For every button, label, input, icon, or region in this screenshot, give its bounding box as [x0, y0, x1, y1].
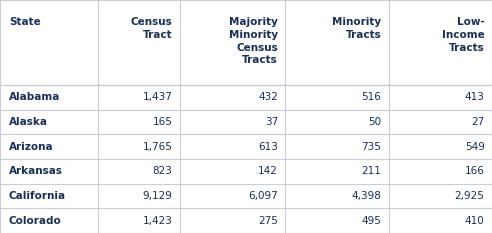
- Bar: [285, 85, 389, 110]
- Bar: [389, 184, 492, 208]
- Bar: [180, 85, 285, 110]
- Text: 37: 37: [265, 117, 278, 127]
- Text: Census
Tract: Census Tract: [130, 17, 172, 40]
- Text: Majority
Minority
Census
Tracts: Majority Minority Census Tracts: [229, 17, 278, 65]
- Text: 495: 495: [362, 216, 381, 226]
- Bar: [285, 159, 389, 184]
- Bar: [0, 110, 98, 134]
- Bar: [0, 0, 98, 85]
- Text: 165: 165: [153, 117, 172, 127]
- Text: Arizona: Arizona: [9, 142, 54, 152]
- Text: 27: 27: [471, 117, 485, 127]
- Bar: [98, 110, 180, 134]
- Bar: [389, 85, 492, 110]
- Bar: [180, 110, 285, 134]
- Text: 823: 823: [153, 166, 172, 176]
- Bar: [389, 159, 492, 184]
- Bar: [98, 184, 180, 208]
- Bar: [0, 159, 98, 184]
- Bar: [180, 208, 285, 233]
- Bar: [98, 0, 180, 85]
- Text: 9,129: 9,129: [142, 191, 172, 201]
- Bar: [285, 110, 389, 134]
- Text: Alabama: Alabama: [9, 92, 60, 102]
- Text: 410: 410: [465, 216, 485, 226]
- Text: 1,765: 1,765: [142, 142, 172, 152]
- Bar: [389, 0, 492, 85]
- Text: 275: 275: [258, 216, 278, 226]
- Text: 2,925: 2,925: [455, 191, 485, 201]
- Text: 142: 142: [258, 166, 278, 176]
- Bar: [98, 85, 180, 110]
- Text: Colorado: Colorado: [9, 216, 62, 226]
- Bar: [389, 134, 492, 159]
- Text: Minority
Tracts: Minority Tracts: [332, 17, 381, 40]
- Text: California: California: [9, 191, 66, 201]
- Bar: [98, 134, 180, 159]
- Text: 50: 50: [368, 117, 381, 127]
- Text: 432: 432: [258, 92, 278, 102]
- Text: 1,423: 1,423: [142, 216, 172, 226]
- Text: 413: 413: [465, 92, 485, 102]
- Text: 4,398: 4,398: [351, 191, 381, 201]
- Bar: [0, 134, 98, 159]
- Bar: [180, 0, 285, 85]
- Text: State: State: [9, 17, 41, 27]
- Text: Alaska: Alaska: [9, 117, 48, 127]
- Text: Low-
Income
Tracts: Low- Income Tracts: [442, 17, 485, 53]
- Bar: [285, 184, 389, 208]
- Bar: [285, 134, 389, 159]
- Text: 516: 516: [362, 92, 381, 102]
- Bar: [389, 110, 492, 134]
- Text: 166: 166: [465, 166, 485, 176]
- Bar: [285, 208, 389, 233]
- Bar: [98, 208, 180, 233]
- Text: 1,437: 1,437: [142, 92, 172, 102]
- Bar: [180, 184, 285, 208]
- Bar: [98, 159, 180, 184]
- Text: 613: 613: [258, 142, 278, 152]
- Text: 211: 211: [362, 166, 381, 176]
- Bar: [0, 208, 98, 233]
- Text: Arkansas: Arkansas: [9, 166, 63, 176]
- Bar: [180, 159, 285, 184]
- Bar: [0, 85, 98, 110]
- Bar: [285, 0, 389, 85]
- Text: 735: 735: [362, 142, 381, 152]
- Bar: [389, 208, 492, 233]
- Text: 549: 549: [465, 142, 485, 152]
- Text: 6,097: 6,097: [248, 191, 278, 201]
- Bar: [0, 184, 98, 208]
- Bar: [180, 134, 285, 159]
